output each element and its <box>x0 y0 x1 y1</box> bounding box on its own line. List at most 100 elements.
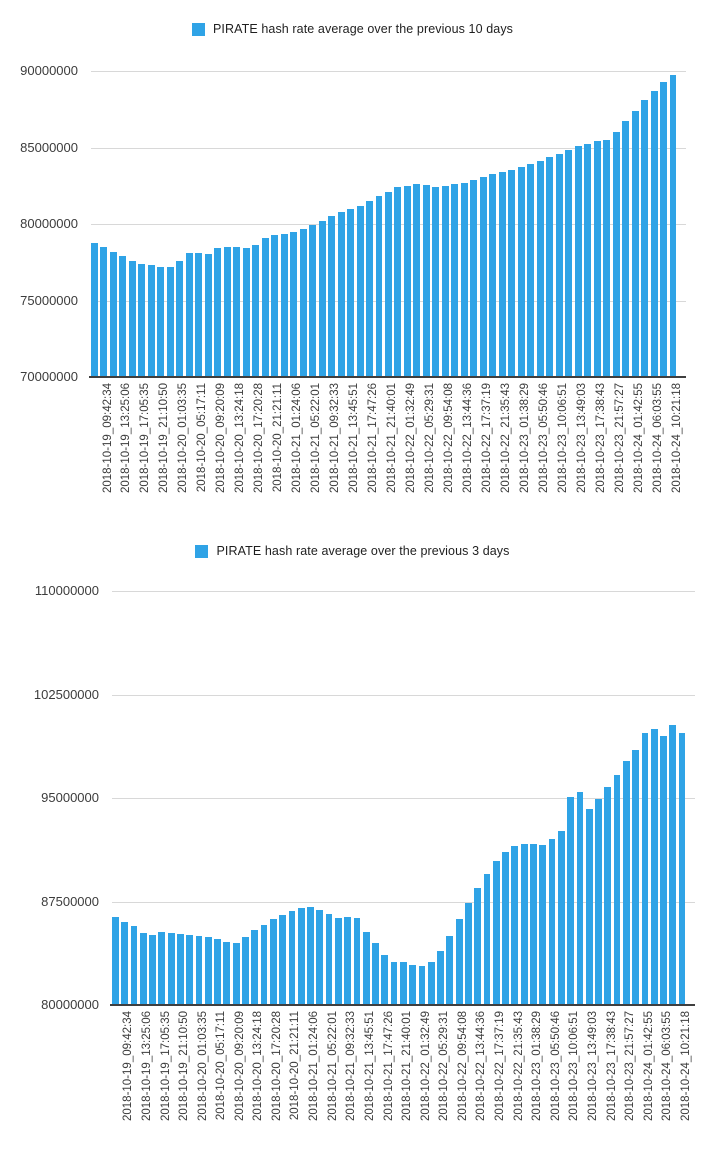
bar[interactable] <box>427 962 435 1005</box>
bar[interactable] <box>511 846 519 1005</box>
bar[interactable] <box>660 735 667 1005</box>
bar[interactable] <box>158 931 166 1005</box>
bar[interactable] <box>650 90 658 377</box>
bar[interactable] <box>400 961 407 1005</box>
bar[interactable] <box>269 919 277 1005</box>
bar[interactable] <box>595 799 602 1005</box>
bar[interactable] <box>138 263 146 377</box>
bar[interactable] <box>186 934 194 1005</box>
bar[interactable] <box>185 253 193 377</box>
bar[interactable] <box>325 913 333 1005</box>
bar[interactable] <box>149 934 156 1005</box>
bar[interactable] <box>177 933 184 1005</box>
bar[interactable] <box>347 208 355 377</box>
bar[interactable] <box>91 243 98 377</box>
bar[interactable] <box>585 809 593 1005</box>
bar[interactable] <box>385 191 392 377</box>
bar[interactable] <box>204 936 212 1005</box>
bar[interactable] <box>288 911 296 1005</box>
bar[interactable] <box>437 951 444 1005</box>
bar[interactable] <box>678 733 686 1005</box>
bar[interactable] <box>290 231 298 377</box>
bar[interactable] <box>297 908 305 1005</box>
bar[interactable] <box>362 931 370 1005</box>
bar[interactable] <box>375 196 383 377</box>
bar[interactable] <box>483 873 491 1005</box>
bar[interactable] <box>470 179 478 377</box>
bar[interactable] <box>119 256 127 377</box>
bar[interactable] <box>622 760 630 1005</box>
bar[interactable] <box>650 729 658 1005</box>
bar[interactable] <box>334 918 342 1005</box>
bar[interactable] <box>328 216 336 377</box>
bar[interactable] <box>669 724 677 1005</box>
bar[interactable] <box>309 224 317 377</box>
bar[interactable] <box>195 936 203 1005</box>
bar[interactable] <box>567 796 574 1005</box>
bar[interactable] <box>260 924 268 1005</box>
bar[interactable] <box>166 266 174 377</box>
bar[interactable] <box>252 244 260 377</box>
bar[interactable] <box>576 792 584 1005</box>
bar[interactable] <box>121 922 129 1005</box>
bar[interactable] <box>176 260 184 377</box>
bar[interactable] <box>251 930 259 1005</box>
bar[interactable] <box>394 187 402 377</box>
bar[interactable] <box>418 966 426 1005</box>
bar[interactable] <box>409 964 417 1005</box>
bar[interactable] <box>446 936 454 1005</box>
bar[interactable] <box>669 74 677 377</box>
bar[interactable] <box>147 265 155 377</box>
bar[interactable] <box>557 831 565 1005</box>
bar[interactable] <box>451 184 459 377</box>
bar[interactable] <box>100 246 108 377</box>
bar[interactable] <box>372 942 379 1005</box>
bar[interactable] <box>536 161 544 377</box>
bar[interactable] <box>204 253 212 377</box>
bar[interactable] <box>109 251 117 377</box>
bar[interactable] <box>413 184 421 377</box>
bar[interactable] <box>307 907 314 1005</box>
bar[interactable] <box>508 169 516 377</box>
bar[interactable] <box>622 121 630 377</box>
bar[interactable] <box>353 918 361 1005</box>
bar[interactable] <box>128 260 136 377</box>
bar[interactable] <box>316 909 324 1005</box>
bar[interactable] <box>465 902 472 1005</box>
bar[interactable] <box>318 220 326 377</box>
bar[interactable] <box>403 185 411 377</box>
bar[interactable] <box>139 933 147 1005</box>
bar[interactable] <box>167 932 175 1005</box>
bar[interactable] <box>441 185 449 377</box>
bar[interactable] <box>271 234 279 377</box>
bar[interactable] <box>366 201 373 377</box>
bar[interactable] <box>422 184 430 377</box>
bar[interactable] <box>546 157 554 377</box>
bar[interactable] <box>603 139 611 377</box>
bar[interactable] <box>356 205 364 377</box>
bar[interactable] <box>584 143 592 377</box>
bar[interactable] <box>242 937 249 1005</box>
bar[interactable] <box>432 186 440 377</box>
bar[interactable] <box>242 247 250 377</box>
bar[interactable] <box>492 861 500 1005</box>
bar[interactable] <box>455 919 463 1005</box>
bar[interactable] <box>631 110 639 377</box>
bar[interactable] <box>530 843 537 1005</box>
bar[interactable] <box>574 145 582 377</box>
bar[interactable] <box>474 887 482 1005</box>
bar[interactable] <box>130 926 138 1005</box>
bar[interactable] <box>641 733 649 1005</box>
bar[interactable] <box>660 81 667 377</box>
bar[interactable] <box>517 167 525 377</box>
bar[interactable] <box>214 248 222 377</box>
bar[interactable] <box>223 941 231 1005</box>
bar[interactable] <box>223 246 231 377</box>
bar[interactable] <box>502 851 509 1005</box>
bar[interactable] <box>479 176 487 377</box>
bar[interactable] <box>460 182 468 377</box>
bar[interactable] <box>632 749 640 1005</box>
bar[interactable] <box>613 774 621 1005</box>
bar[interactable] <box>604 786 612 1005</box>
legend-3day[interactable]: PIRATE hash rate average over the previo… <box>0 544 705 558</box>
